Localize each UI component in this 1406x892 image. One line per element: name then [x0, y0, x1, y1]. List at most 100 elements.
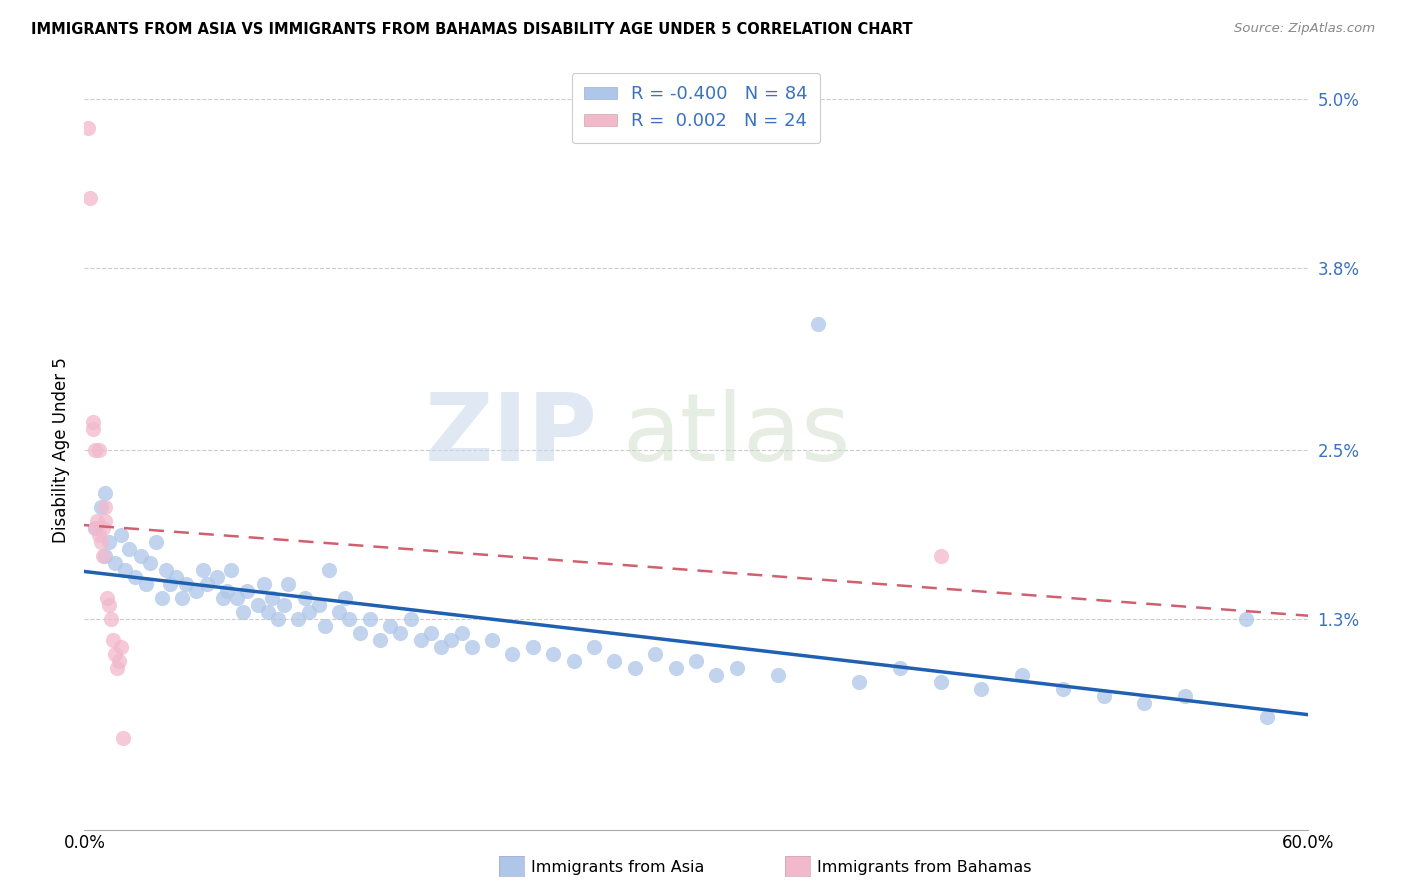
Point	[97, 534, 120, 549]
Point	[1174, 689, 1197, 703]
Point	[86, 514, 108, 528]
Point	[318, 563, 340, 577]
Point	[522, 640, 544, 654]
Point	[110, 640, 132, 654]
Point	[82, 416, 104, 430]
Y-axis label: Disability Age Under 5: Disability Age Under 5	[52, 358, 70, 543]
Point	[420, 626, 443, 640]
Point	[1052, 682, 1074, 697]
Point	[889, 661, 911, 675]
Legend: R = -0.400   N = 84, R =  0.002   N = 24: R = -0.400 N = 84, R = 0.002 N = 24	[572, 73, 820, 143]
Point	[970, 682, 993, 697]
Point	[725, 661, 748, 675]
Point	[461, 640, 484, 654]
Point	[112, 731, 135, 746]
Point	[409, 633, 432, 648]
Point	[90, 534, 112, 549]
Text: Immigrants from Asia: Immigrants from Asia	[531, 860, 704, 874]
Text: Immigrants from Bahamas: Immigrants from Bahamas	[817, 860, 1032, 874]
Point	[131, 549, 153, 563]
Point	[226, 591, 249, 605]
Point	[93, 549, 115, 563]
Point	[502, 647, 524, 661]
Point	[105, 661, 128, 675]
Point	[104, 647, 127, 661]
Point	[191, 563, 214, 577]
Point	[79, 191, 101, 205]
Point	[186, 583, 208, 598]
Point	[481, 633, 503, 648]
Point	[118, 541, 141, 556]
Point	[253, 577, 276, 591]
Point	[138, 556, 160, 570]
Point	[335, 591, 357, 605]
Point	[1236, 612, 1258, 626]
Point	[87, 443, 110, 458]
Point	[848, 675, 870, 690]
Point	[174, 577, 197, 591]
Point	[217, 583, 239, 598]
Point	[165, 570, 187, 584]
Point	[277, 577, 299, 591]
Point	[389, 626, 412, 640]
Point	[328, 605, 350, 619]
Point	[96, 591, 118, 605]
Point	[298, 605, 321, 619]
Point	[339, 612, 361, 626]
Point	[82, 422, 104, 436]
Text: Source: ZipAtlas.com: Source: ZipAtlas.com	[1234, 22, 1375, 36]
Point	[1133, 696, 1156, 710]
Point	[236, 583, 259, 598]
Point	[101, 633, 124, 648]
Point	[135, 577, 157, 591]
Point	[314, 619, 336, 633]
Point	[706, 668, 728, 682]
Point	[644, 647, 666, 661]
Point	[359, 612, 381, 626]
Point	[450, 626, 472, 640]
Point	[219, 563, 242, 577]
Text: atlas: atlas	[623, 389, 851, 482]
Point	[1092, 689, 1115, 703]
Point	[287, 612, 309, 626]
Point	[929, 549, 952, 563]
Point	[108, 654, 131, 668]
Point	[624, 661, 647, 675]
Point	[93, 514, 115, 528]
Point	[929, 675, 952, 690]
Point	[308, 598, 330, 612]
Point	[77, 120, 100, 135]
Point	[93, 500, 115, 514]
Point	[440, 633, 463, 648]
Point	[232, 605, 254, 619]
Point	[273, 598, 295, 612]
Point	[399, 612, 422, 626]
Text: ZIP: ZIP	[425, 389, 598, 482]
Point	[155, 563, 177, 577]
Point	[368, 633, 391, 648]
Point	[145, 534, 167, 549]
Point	[83, 521, 105, 535]
Point	[83, 443, 105, 458]
Point	[246, 598, 269, 612]
Point	[603, 654, 626, 668]
Point	[150, 591, 173, 605]
Point	[380, 619, 402, 633]
Point	[91, 521, 114, 535]
Point	[1256, 710, 1278, 724]
Point	[543, 647, 565, 661]
Point	[97, 598, 120, 612]
Point	[100, 612, 122, 626]
Point	[195, 577, 218, 591]
Point	[294, 591, 316, 605]
Point	[124, 570, 146, 584]
Point	[562, 654, 585, 668]
Point	[260, 591, 283, 605]
Point	[90, 500, 112, 514]
Point	[110, 527, 132, 541]
Point	[91, 549, 114, 563]
Point	[205, 570, 228, 584]
Point	[807, 317, 830, 331]
Point	[267, 612, 290, 626]
Point	[583, 640, 606, 654]
